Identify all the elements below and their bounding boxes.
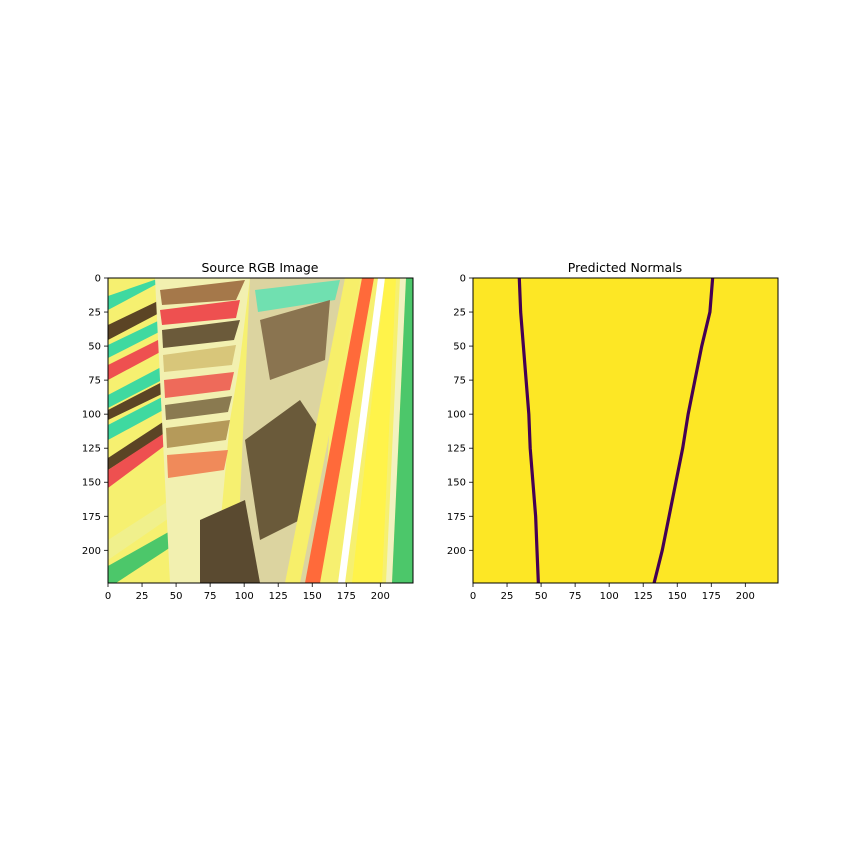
y-tick-label: 25: [453, 308, 466, 319]
x-tick-label: 200: [736, 591, 755, 602]
x-tick-label: 0: [470, 591, 476, 602]
y-tick-label: 100: [447, 410, 466, 421]
tick-group: 0 25 50 75 100 125 150 175 200 0 25 50 75 100 125 150 17…: [82, 274, 390, 603]
predicted-normals-panel: Predicted Normals 0 25 50 75 100 125 150 175 200…: [447, 260, 779, 603]
x-tick-label: 100: [600, 591, 619, 602]
y-tick-label: 150: [447, 478, 466, 489]
predicted-normals-heatmap: [473, 278, 778, 583]
edge-lines: [517, 278, 715, 583]
x-tick-label: 75: [569, 591, 582, 602]
edge-line: [517, 278, 540, 583]
x-tick-label: 175: [337, 591, 356, 602]
y-tick-label: 0: [460, 274, 466, 285]
x-tick-label: 25: [136, 591, 149, 602]
x-tick-label: 50: [170, 591, 183, 602]
axes-frame: [472, 277, 779, 584]
y-tick-label: 25: [88, 308, 101, 319]
panel-title: Predicted Normals: [568, 260, 682, 275]
x-tick-label: 150: [668, 591, 687, 602]
source-rgb-image: [108, 278, 413, 583]
y-tick-label: 175: [82, 512, 101, 523]
y-tick-label: 200: [82, 546, 101, 557]
heatmap-background: [473, 278, 778, 583]
y-tick-label: 150: [82, 478, 101, 489]
y-tick-label: 125: [447, 444, 466, 455]
x-tick-label: 125: [269, 591, 288, 602]
panel-title: Source RGB Image: [202, 260, 319, 275]
y-tick-label: 75: [453, 376, 466, 387]
x-tick-label: 200: [371, 591, 390, 602]
y-tick-label: 0: [95, 274, 101, 285]
x-tick-label: 175: [702, 591, 721, 602]
y-tick-label: 75: [88, 376, 101, 387]
x-tick-label: 75: [204, 591, 217, 602]
x-tick-label: 0: [105, 591, 111, 602]
x-tick-label: 100: [235, 591, 254, 602]
x-tick-label: 50: [535, 591, 548, 602]
x-tick-label: 150: [303, 591, 322, 602]
y-tick-label: 200: [447, 546, 466, 557]
edge-line: [652, 278, 715, 583]
y-tick-label: 100: [82, 410, 101, 421]
axes-frame: [107, 277, 414, 584]
x-tick-label: 25: [501, 591, 514, 602]
y-tick-label: 175: [447, 512, 466, 523]
source-rgb-panel: Source RGB Image: [82, 260, 414, 603]
y-tick-label: 50: [453, 342, 466, 353]
y-tick-label: 50: [88, 342, 101, 353]
x-tick-label: 125: [634, 591, 653, 602]
y-tick-label: 125: [82, 444, 101, 455]
tick-group: 0 25 50 75 100 125 150 175 200 0 25 50 75 100 125 150 17…: [447, 274, 755, 603]
